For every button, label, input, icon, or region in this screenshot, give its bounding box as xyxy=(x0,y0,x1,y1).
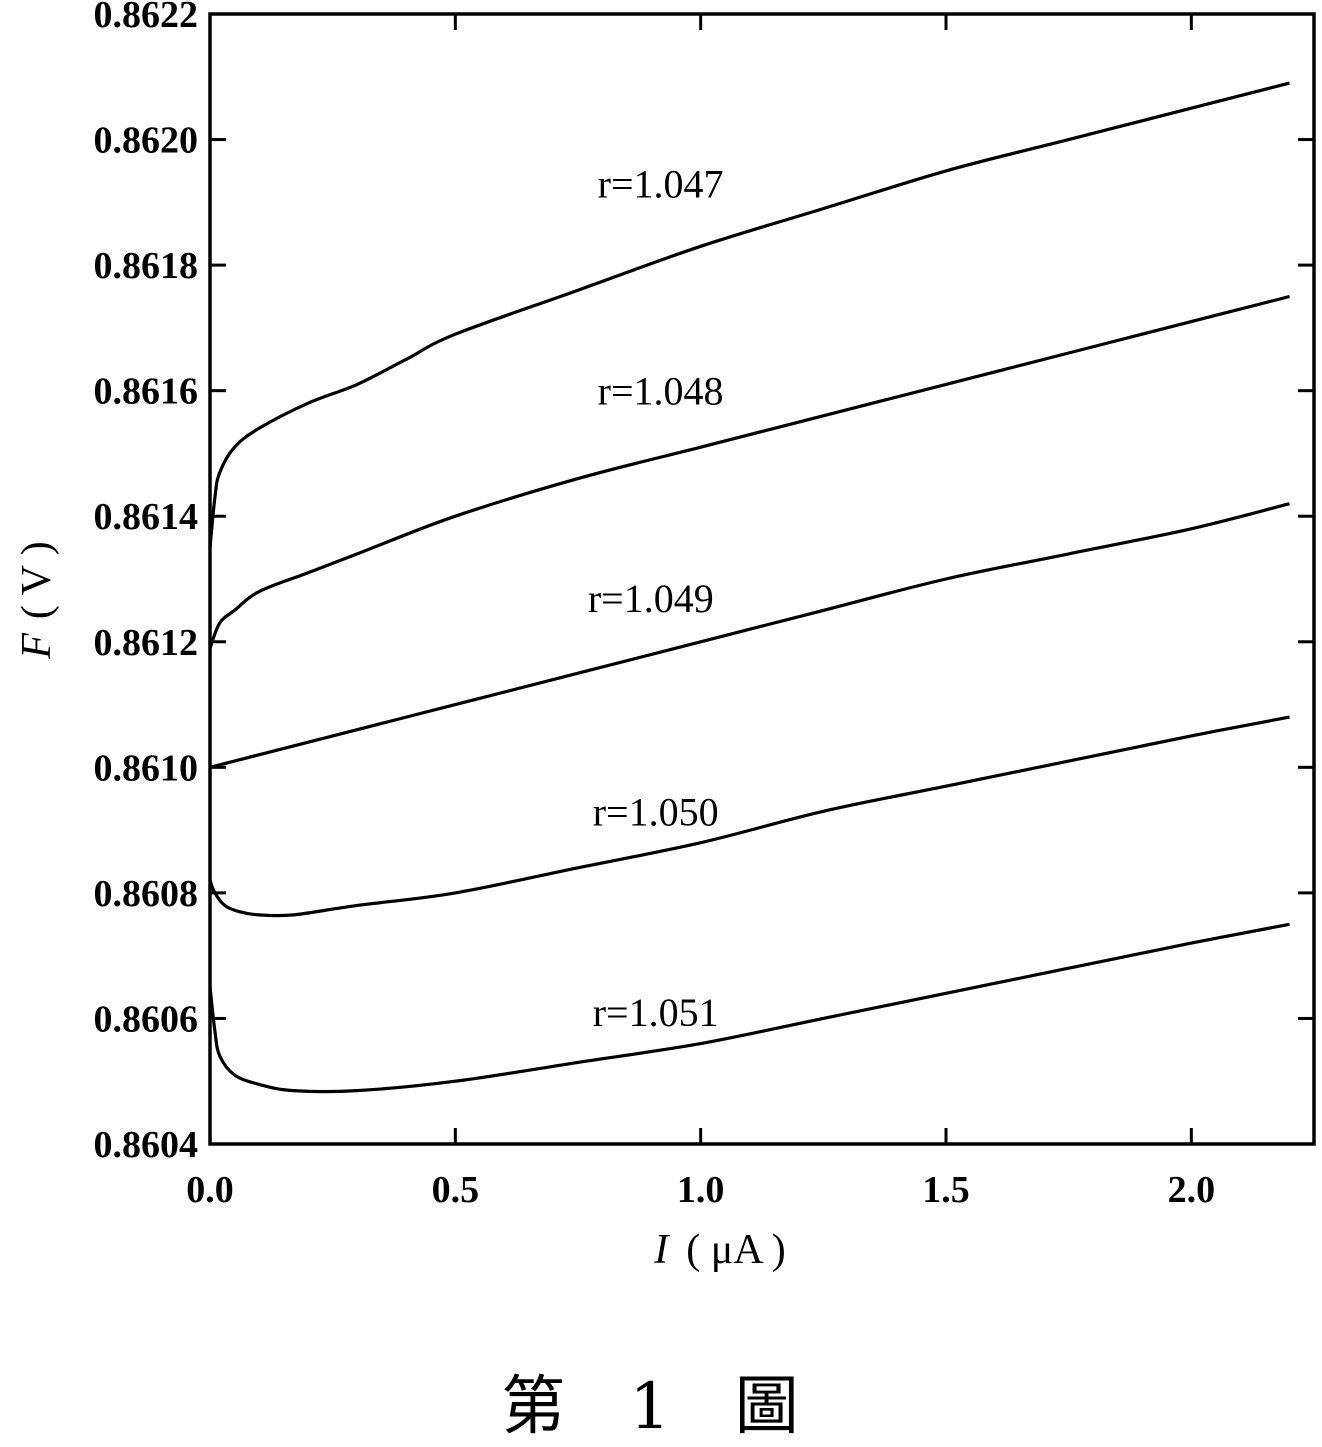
y-tick-label: 0.8610 xyxy=(94,747,199,789)
y-tick-label: 0.8614 xyxy=(94,496,199,538)
series-label: r=1.049 xyxy=(588,576,714,621)
series-labels: r=1.047 r=1.048 r=1.049 r=1.050 r=1.051 xyxy=(588,162,724,1036)
y-tick-label: 0.8608 xyxy=(94,873,199,915)
y-axis-unit: ( V ) xyxy=(14,541,60,619)
series-label: r=1.048 xyxy=(598,369,724,414)
series-label: r=1.050 xyxy=(593,789,719,834)
y-axis-variable: F xyxy=(14,633,60,660)
series-label: r=1.051 xyxy=(593,990,719,1035)
y-tick-label: 0.8618 xyxy=(94,245,199,287)
series-line xyxy=(208,715,1290,918)
x-tick-label: 1.5 xyxy=(922,1169,970,1211)
y-tick-label: 0.8620 xyxy=(94,120,199,162)
y-tick-label: 0.8606 xyxy=(94,998,199,1040)
y-axis-label: F ( V ) xyxy=(14,541,60,659)
figure-caption: 第 1 圖 xyxy=(501,1370,821,1444)
y-tick-label: 0.8612 xyxy=(94,622,199,664)
series-line xyxy=(209,502,1290,769)
x-axis-unit: ( μA ) xyxy=(686,1227,786,1273)
x-tick-label: 0.0 xyxy=(186,1169,234,1211)
series-line xyxy=(208,81,1290,548)
series-line xyxy=(208,922,1290,1094)
x-tick-label: 1.0 xyxy=(677,1169,725,1211)
series-curves xyxy=(208,81,1290,1094)
x-tick-label: 0.5 xyxy=(432,1169,480,1211)
x-axis-ticks: 0.0 0.5 1.0 1.5 2.0 xyxy=(186,14,1215,1211)
series-label: r=1.047 xyxy=(598,162,724,207)
series-line xyxy=(208,294,1290,649)
y-axis-ticks: 0.8604 0.8606 0.8608 0.8610 0.8612 0.8614 0.86… xyxy=(94,0,1314,1166)
y-tick-label: 0.8616 xyxy=(94,371,199,413)
y-tick-label: 0.8622 xyxy=(94,0,199,36)
x-axis-label: I ( μA ) xyxy=(653,1227,786,1273)
y-tick-label: 0.8604 xyxy=(94,1124,199,1166)
x-tick-label: 2.0 xyxy=(1168,1169,1216,1211)
chart: 0.0 0.5 1.0 1.5 2.0 0.8604 0.8606 0.8608 0.8610… xyxy=(14,0,1316,1273)
plot-frame xyxy=(208,12,1316,1146)
x-axis-variable: I xyxy=(653,1227,670,1273)
